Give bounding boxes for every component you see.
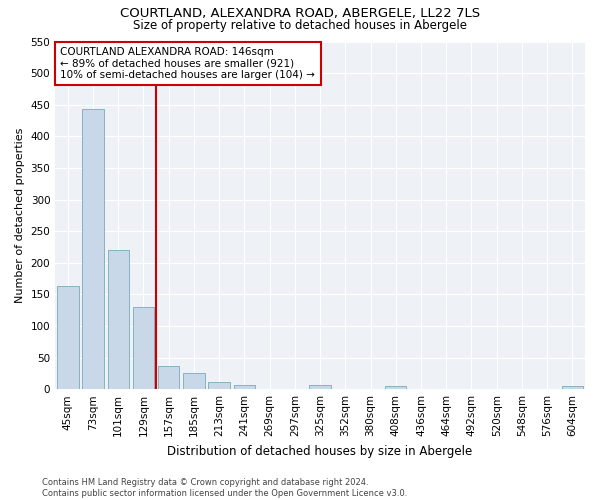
Bar <box>183 372 205 389</box>
Bar <box>562 386 583 389</box>
Text: Contains HM Land Registry data © Crown copyright and database right 2024.
Contai: Contains HM Land Registry data © Crown c… <box>42 478 407 498</box>
Bar <box>158 366 179 389</box>
Bar <box>133 307 154 389</box>
Bar <box>107 250 129 389</box>
X-axis label: Distribution of detached houses by size in Abergele: Distribution of detached houses by size … <box>167 444 473 458</box>
Text: COURTLAND ALEXANDRA ROAD: 146sqm
← 89% of detached houses are smaller (921)
10% : COURTLAND ALEXANDRA ROAD: 146sqm ← 89% o… <box>61 46 316 80</box>
Text: COURTLAND, ALEXANDRA ROAD, ABERGELE, LL22 7LS: COURTLAND, ALEXANDRA ROAD, ABERGELE, LL2… <box>120 8 480 20</box>
Text: Size of property relative to detached houses in Abergele: Size of property relative to detached ho… <box>133 18 467 32</box>
Bar <box>57 286 79 389</box>
Y-axis label: Number of detached properties: Number of detached properties <box>15 128 25 303</box>
Bar <box>82 109 104 389</box>
Bar <box>385 386 406 389</box>
Bar <box>233 386 255 389</box>
Bar <box>208 382 230 389</box>
Bar <box>310 386 331 389</box>
